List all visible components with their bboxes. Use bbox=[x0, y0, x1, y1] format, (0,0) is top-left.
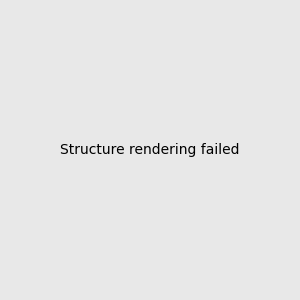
Text: Structure rendering failed: Structure rendering failed bbox=[60, 143, 240, 157]
